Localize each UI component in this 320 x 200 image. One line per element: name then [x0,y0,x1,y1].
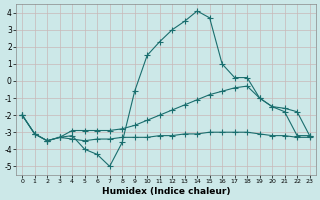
X-axis label: Humidex (Indice chaleur): Humidex (Indice chaleur) [102,187,230,196]
